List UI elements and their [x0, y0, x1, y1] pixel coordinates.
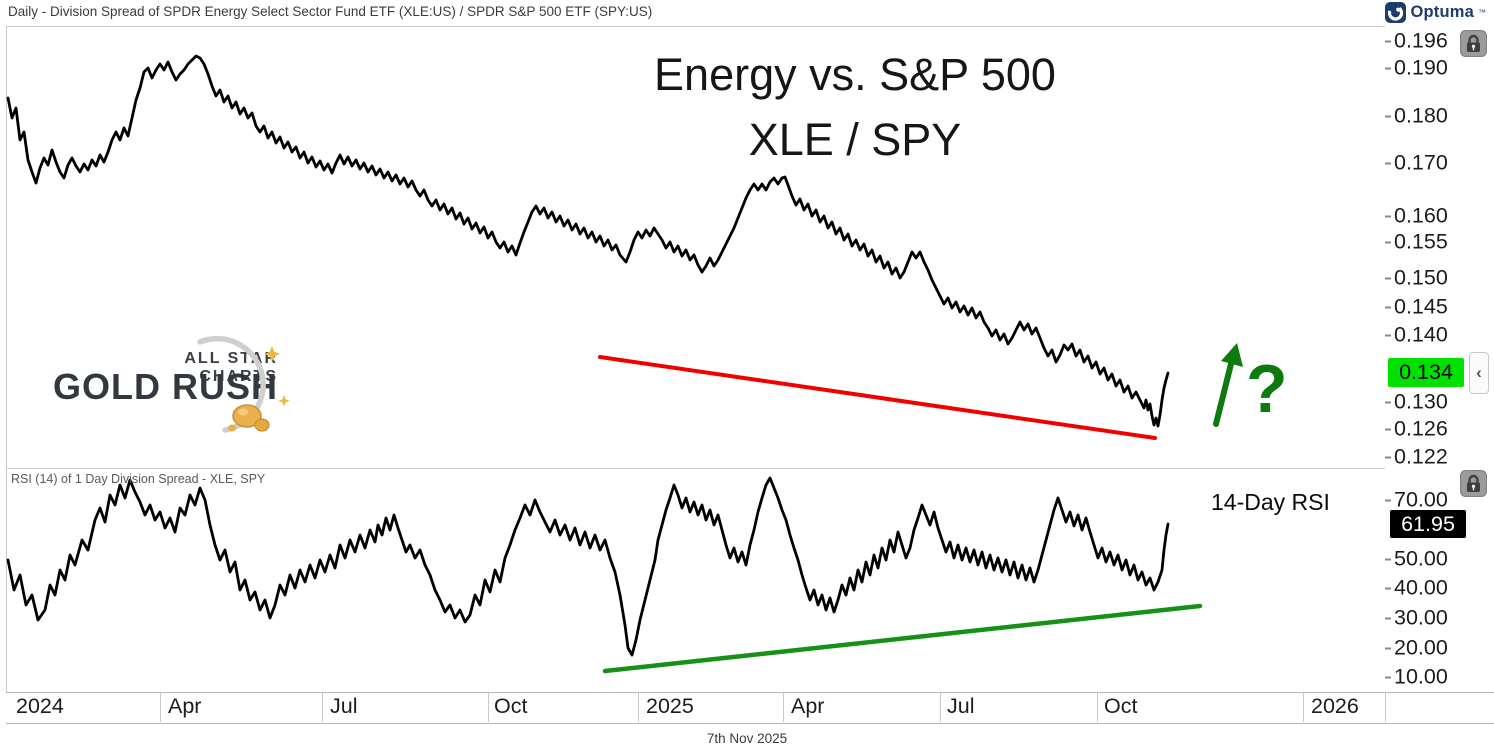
- lock-icon: [1460, 470, 1487, 497]
- rsi-axis-tick: 20.00: [1385, 636, 1448, 661]
- rsi-axis-tick: 30.00: [1385, 606, 1448, 631]
- chart-title-line1: Energy vs. S&P 500: [654, 49, 1056, 100]
- optuma-wordmark: Optuma: [1410, 3, 1474, 21]
- price-axis-tick: 0.170: [1385, 151, 1448, 176]
- rsi-axis-tick: 70.00: [1385, 488, 1448, 513]
- x-axis-separator: [1385, 692, 1386, 722]
- rsi-axis-tick: 10.00: [1385, 665, 1448, 690]
- rsi-annotation-label: 14-Day RSI: [1211, 489, 1330, 515]
- rsi-axis-tick: 50.00: [1385, 547, 1448, 572]
- price-axis-lock-button[interactable]: [1460, 30, 1487, 57]
- chart-header-title: Daily - Division Spread of SPDR Energy S…: [8, 4, 653, 19]
- price-axis-tick: 0.130: [1385, 390, 1448, 415]
- x-axis-separator: [322, 692, 323, 722]
- current-price-label: 0.134: [1388, 358, 1464, 387]
- price-axis-tick: 0.140: [1385, 323, 1448, 348]
- footer-date: 7th Nov 2025: [706, 731, 788, 746]
- x-axis-label: Jul: [947, 694, 975, 718]
- x-axis-separator: [940, 692, 941, 722]
- x-axis-label: 2024: [16, 694, 64, 718]
- x-axis-label: Jul: [330, 694, 358, 718]
- x-axis-separator: [1303, 692, 1304, 722]
- rsi-pane-label: RSI (14) of 1 Day Division Spread - XLE,…: [11, 472, 266, 486]
- x-axis-row: [6, 692, 1494, 724]
- optuma-logo: Optuma ™: [1385, 2, 1486, 23]
- x-axis-separator: [160, 692, 161, 722]
- current-rsi-label: 61.95: [1390, 510, 1466, 538]
- rsi-axis-lock-button[interactable]: [1460, 470, 1487, 497]
- x-axis-label: Oct: [1104, 694, 1138, 718]
- x-axis-label: 2025: [646, 694, 694, 718]
- price-axis-tick: 0.190: [1385, 56, 1448, 81]
- rsi-axis-tick: 40.00: [1385, 576, 1448, 601]
- lock-icon: [1460, 30, 1487, 57]
- rsi-pane-divider: [6, 468, 1385, 469]
- price-axis-tick: 0.122: [1385, 445, 1448, 470]
- price-axis-tick: 0.150: [1385, 266, 1448, 291]
- optuma-icon: [1385, 2, 1407, 23]
- x-axis-separator: [488, 692, 489, 722]
- watermark-goldrush: GOLD RUSH: [53, 366, 278, 407]
- price-axis-tick: 0.155: [1385, 230, 1448, 255]
- optuma-trademark: ™: [1478, 8, 1486, 17]
- x-axis-label: Oct: [494, 694, 528, 718]
- x-axis-separator: [1097, 692, 1098, 722]
- x-axis-label: Apr: [791, 694, 825, 718]
- collapse-panel-button[interactable]: ‹: [1469, 352, 1489, 394]
- price-axis-tick: 0.180: [1385, 104, 1448, 129]
- price-axis-tick: 0.196: [1385, 29, 1448, 54]
- x-axis-label: 2026: [1311, 694, 1359, 718]
- chart-title: Energy vs. S&P 500 XLE / SPY: [630, 42, 1080, 173]
- price-axis-tick: 0.145: [1385, 295, 1448, 320]
- chevron-left-icon: ‹: [1476, 363, 1482, 382]
- x-axis-separator: [638, 692, 639, 722]
- x-axis-label: Apr: [168, 694, 202, 718]
- chart-title-line2: XLE / SPY: [748, 114, 962, 166]
- price-axis-tick: 0.160: [1385, 204, 1448, 229]
- price-axis-tick: 0.126: [1385, 417, 1448, 442]
- x-axis-separator: [783, 692, 784, 722]
